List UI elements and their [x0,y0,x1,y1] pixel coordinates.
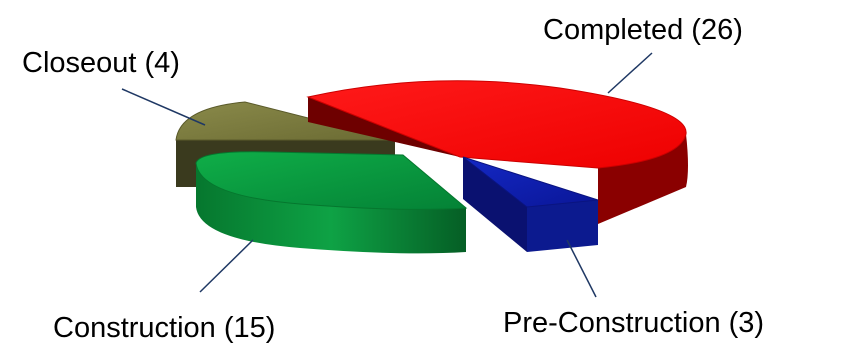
leader-line-completed [607,52,653,94]
closeout-top [175,101,396,141]
pre-construction-top [462,156,599,208]
construction-side [196,163,466,254]
leader-line-construction [199,239,254,293]
leader-line-pre-construction [566,239,597,298]
label-completed: Completed (26) [543,14,743,46]
pie-slice-completed [306,80,688,224]
label-construction: Construction (15) [53,312,275,344]
pre-construction-side-left [463,157,527,252]
pie-slice-pre-construction [462,156,599,252]
completed-side-outer [598,134,688,224]
leader-line-closeout [121,88,206,126]
pie-slice-construction [195,151,468,254]
completed-top [306,80,687,169]
label-closeout: Closeout (4) [22,47,180,79]
pre-construction-side-front [527,200,598,252]
construction-top [195,151,468,210]
label-pre-construction: Pre-Construction (3) [503,307,764,339]
